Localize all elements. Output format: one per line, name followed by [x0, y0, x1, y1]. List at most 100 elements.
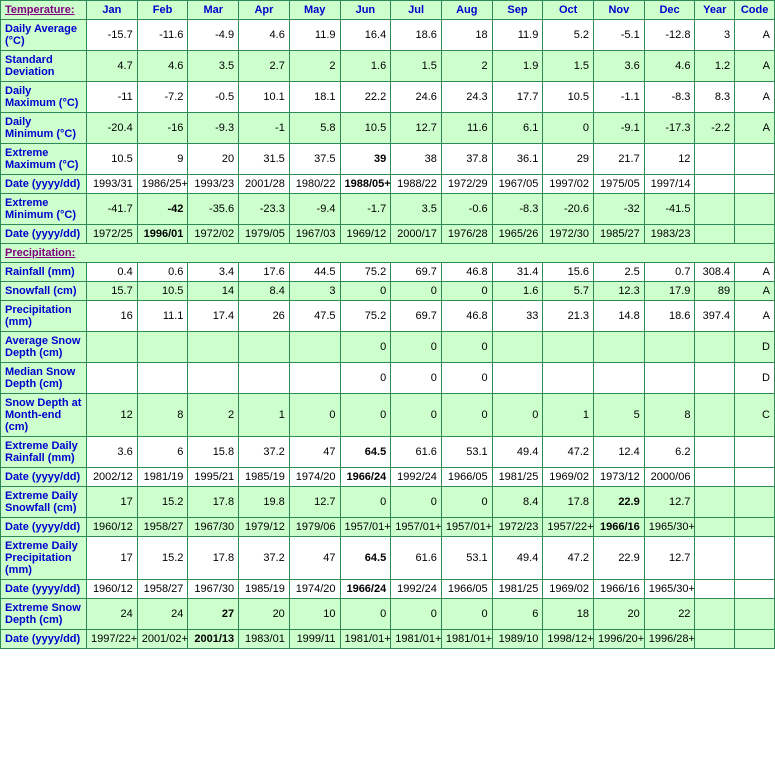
cell: 2	[441, 51, 492, 82]
cell: 1992/24	[391, 580, 442, 599]
section-precipitation: Precipitation:	[1, 244, 775, 263]
cell: 10.5	[137, 282, 188, 301]
cell: 17	[87, 537, 138, 580]
cell: 0	[492, 394, 543, 437]
cell: 17.7	[492, 82, 543, 113]
col-jun: Jun	[340, 1, 391, 20]
cell: 17	[87, 487, 138, 518]
cell	[735, 194, 775, 225]
cell: 22.9	[594, 487, 645, 518]
cell: 1985/19	[239, 468, 290, 487]
cell: 15.2	[137, 537, 188, 580]
cell: 1958/27	[137, 518, 188, 537]
row-ext-min-date: Date (yyyy/dd)1972/251996/011972/021979/…	[1, 225, 775, 244]
cell: 1981/19	[137, 468, 188, 487]
cell: 1957/22+	[543, 518, 594, 537]
cell	[735, 487, 775, 518]
cell: 0	[340, 282, 391, 301]
cell: 1957/01+	[391, 518, 442, 537]
cell: 0	[391, 599, 442, 630]
cell: 17.8	[543, 487, 594, 518]
cell: 17.8	[188, 487, 239, 518]
cell	[695, 144, 735, 175]
cell	[644, 332, 695, 363]
cell: 11.1	[137, 301, 188, 332]
climate-table: Temperature: Jan Feb Mar Apr May Jun Jul…	[0, 0, 775, 649]
cell	[289, 332, 340, 363]
cell: 1	[543, 394, 594, 437]
cell: 1986/25+	[137, 175, 188, 194]
table-body: Daily Average (°C)-15.7-11.6-4.94.611.91…	[1, 20, 775, 649]
cell: A	[735, 301, 775, 332]
cell	[289, 363, 340, 394]
cell: 1993/31	[87, 175, 138, 194]
col-nov: Nov	[594, 1, 645, 20]
cell: 18	[441, 20, 492, 51]
cell: 4.7	[87, 51, 138, 82]
precipitation-link[interactable]: Precipitation:	[5, 247, 75, 259]
cell: 64.5	[340, 437, 391, 468]
cell: A	[735, 282, 775, 301]
cell	[594, 363, 645, 394]
cell: 0	[340, 599, 391, 630]
section-precipitation-row: Precipitation:	[1, 244, 775, 263]
cell: 47.2	[543, 437, 594, 468]
row-ext-daily-snow: Extreme Daily Snowfall (cm)1715.217.819.…	[1, 487, 775, 518]
cell: 18.6	[391, 20, 442, 51]
cell: 1972/29	[441, 175, 492, 194]
cell: -16	[137, 113, 188, 144]
cell: 1965/26	[492, 225, 543, 244]
cell	[644, 363, 695, 394]
cell: -5.1	[594, 20, 645, 51]
row-std-dev: Standard Deviation4.74.63.52.721.61.521.…	[1, 51, 775, 82]
label-ext-daily-rain-date: Date (yyyy/dd)	[1, 468, 87, 487]
cell: 37.5	[289, 144, 340, 175]
cell	[492, 363, 543, 394]
label-std-dev: Standard Deviation	[1, 51, 87, 82]
cell: -4.9	[188, 20, 239, 51]
cell: 69.7	[391, 301, 442, 332]
cell: 0	[340, 363, 391, 394]
cell: D	[735, 363, 775, 394]
col-mar: Mar	[188, 1, 239, 20]
cell: -1.7	[340, 194, 391, 225]
cell: 8	[137, 394, 188, 437]
cell: 14	[188, 282, 239, 301]
row-ext-snow-depth: Extreme Snow Depth (cm)24242720100006182…	[1, 599, 775, 630]
cell	[137, 332, 188, 363]
cell: 17.6	[239, 263, 290, 282]
cell: 1966/16	[594, 518, 645, 537]
cell: 3	[695, 20, 735, 51]
cell: 0	[391, 487, 442, 518]
col-may: May	[289, 1, 340, 20]
cell: 1957/01+	[441, 518, 492, 537]
cell: -2.2	[695, 113, 735, 144]
cell: 2.7	[239, 51, 290, 82]
cell	[735, 225, 775, 244]
cell: 21.3	[543, 301, 594, 332]
cell: A	[735, 82, 775, 113]
cell: 44.5	[289, 263, 340, 282]
cell: 1972/25	[87, 225, 138, 244]
row-snowfall: Snowfall (cm)15.710.5148.430001.65.712.3…	[1, 282, 775, 301]
cell	[695, 580, 735, 599]
cell: -9.1	[594, 113, 645, 144]
cell: 61.6	[391, 437, 442, 468]
row-median-snow-depth: Median Snow Depth (cm)000D	[1, 363, 775, 394]
cell: 1976/28	[441, 225, 492, 244]
cell: -0.5	[188, 82, 239, 113]
cell: 1.2	[695, 51, 735, 82]
cell: 1981/25	[492, 580, 543, 599]
cell	[695, 332, 735, 363]
cell: 10.5	[340, 113, 391, 144]
cell: 49.4	[492, 537, 543, 580]
cell: 3.5	[391, 194, 442, 225]
label-ext-daily-precip: Extreme Daily Precipitation (mm)	[1, 537, 87, 580]
col-code: Code	[735, 1, 775, 20]
col-sep: Sep	[492, 1, 543, 20]
cell: 18.1	[289, 82, 340, 113]
temperature-link[interactable]: Temperature:	[5, 4, 74, 16]
row-ext-min: Extreme Minimum (°C)-41.7-42-35.6-23.3-9…	[1, 194, 775, 225]
cell: 5.8	[289, 113, 340, 144]
cell: 24.3	[441, 82, 492, 113]
